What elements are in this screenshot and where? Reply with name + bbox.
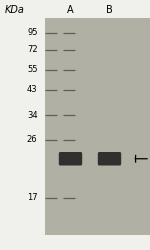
Text: 95: 95 bbox=[27, 28, 38, 37]
FancyBboxPatch shape bbox=[98, 152, 121, 166]
Text: 34: 34 bbox=[27, 110, 38, 120]
FancyBboxPatch shape bbox=[59, 152, 82, 166]
Text: B: B bbox=[106, 5, 113, 15]
Text: 17: 17 bbox=[27, 193, 38, 202]
Text: A: A bbox=[67, 5, 74, 15]
Text: 72: 72 bbox=[27, 46, 38, 54]
Text: KDa: KDa bbox=[5, 5, 25, 15]
Text: 55: 55 bbox=[27, 66, 38, 74]
Text: 43: 43 bbox=[27, 86, 38, 94]
Text: 26: 26 bbox=[27, 136, 38, 144]
Bar bbox=[45, 18, 150, 235]
